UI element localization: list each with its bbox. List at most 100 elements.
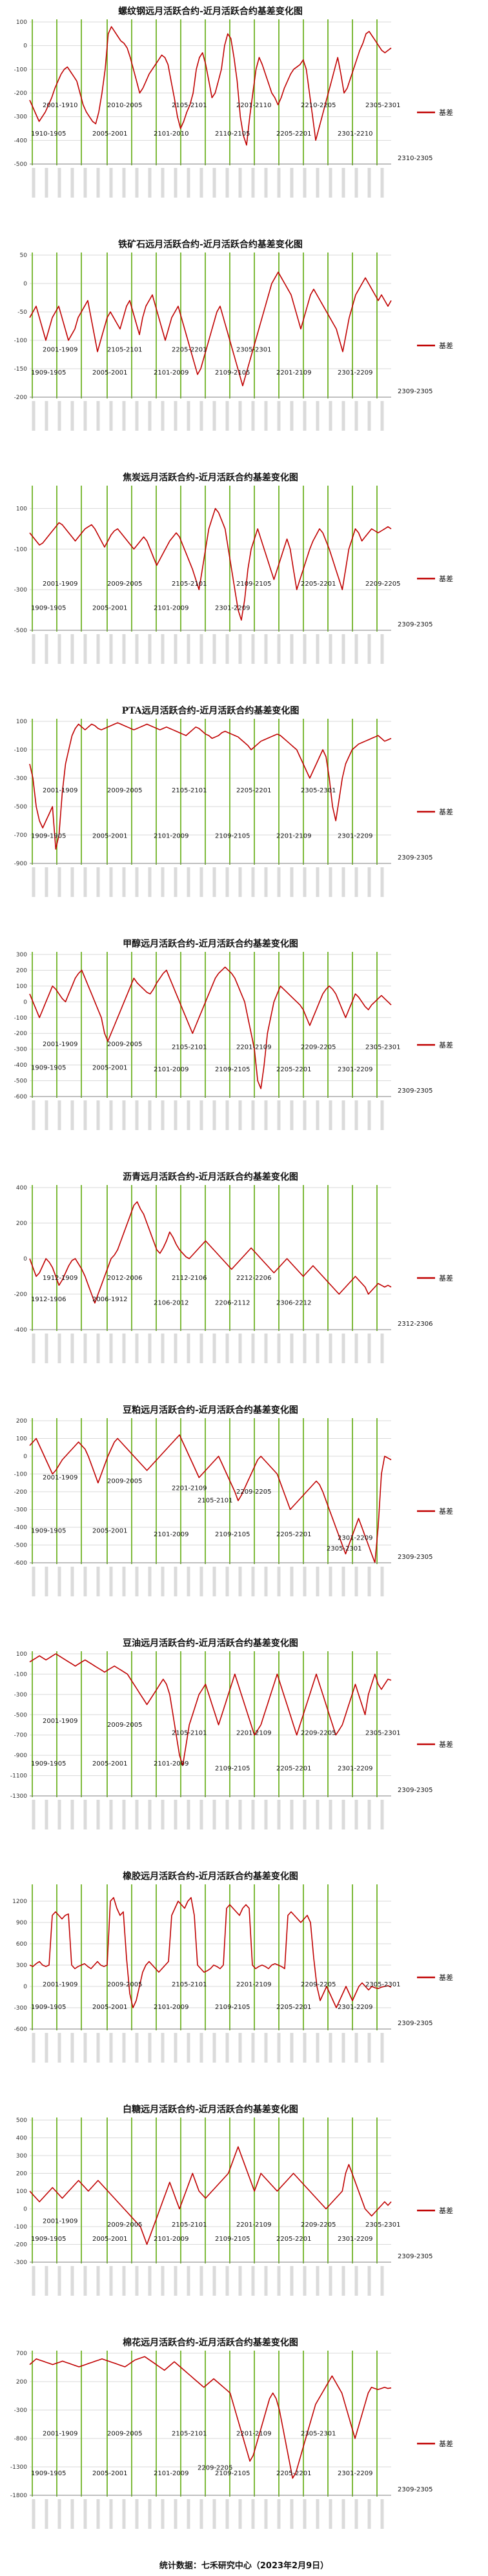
- x-tick-date-mark: [251, 401, 255, 431]
- x-tick-date-mark: [57, 867, 61, 897]
- x-tick-date-mark: [70, 2499, 74, 2529]
- period-label: 2001-1909: [43, 787, 78, 794]
- x-tick-date-mark: [96, 2033, 100, 2063]
- x-tick-date-mark: [45, 168, 48, 198]
- x-tick-date-mark: [70, 401, 74, 431]
- x-tick-date-mark: [212, 1800, 216, 1829]
- chart-svg: 沥青远月活跃合约-近月活跃合约基差变化图 400 200 0 -200 -400 1912-…: [14, 1171, 453, 1363]
- x-tick-date-mark: [83, 2033, 87, 2063]
- period-label: 2205-2201: [301, 581, 336, 588]
- x-tick-date-mark: [199, 2266, 203, 2296]
- x-tick-date-mark: [57, 2033, 61, 2063]
- y-tick-label: -500: [14, 161, 28, 168]
- period-label: 2201-2110: [236, 102, 272, 109]
- y-tick-label: -600: [14, 2026, 28, 2033]
- y-tick-label: -600: [14, 1560, 28, 1567]
- period-label: 2209-2205: [236, 1489, 272, 1496]
- period-label: 2009-2005: [107, 2221, 143, 2229]
- x-tick-date-mark: [303, 1800, 307, 1829]
- x-tick-date-mark: [70, 1567, 74, 1596]
- period-label: 2010-2005: [107, 102, 143, 109]
- x-tick-date-mark: [303, 401, 307, 431]
- chart-svg: 螺纹钢远月活跃合约-近月活跃合约基差变化图 100 0 -100 -200 -300 -40…: [14, 6, 453, 198]
- x-tick-date-mark: [161, 2266, 165, 2296]
- x-tick-date-mark: [148, 1100, 152, 1130]
- x-tick-date-mark: [303, 2033, 307, 2063]
- period-label: 2201-2109: [236, 2431, 272, 2438]
- period-label: 2301-2209: [338, 2236, 373, 2243]
- period-label: 2201-2109: [236, 1981, 272, 1988]
- basis-series-line: [29, 966, 392, 1089]
- x-tick-date-mark: [96, 1567, 100, 1596]
- x-tick-date-mark: [264, 2266, 268, 2296]
- period-label: 2009-2005: [107, 1722, 143, 1729]
- x-tick-date-mark: [122, 1800, 126, 1829]
- x-tick-date-mark: [32, 1334, 36, 1363]
- x-tick-date-mark: [148, 867, 152, 897]
- y-tick-label: -100: [14, 747, 28, 754]
- y-tick-label: 300: [16, 1963, 27, 1969]
- period-label: 2001-1909: [43, 2431, 78, 2438]
- x-tick-date-mark: [380, 1100, 384, 1130]
- x-tick-date-mark: [212, 168, 216, 198]
- y-tick-label: -400: [14, 1327, 28, 1334]
- x-tick-date-mark: [70, 2033, 74, 2063]
- x-tick-date-mark: [57, 168, 61, 198]
- period-label: 1909-1905: [31, 2236, 66, 2243]
- x-tick-date-mark: [277, 168, 281, 198]
- period-label: 2305-2301: [301, 787, 336, 794]
- x-tick-date-mark: [161, 867, 165, 897]
- x-tick-date-mark: [354, 168, 358, 198]
- x-tick-date-mark: [341, 634, 345, 664]
- period-label: 2209-2205: [301, 1044, 336, 1051]
- current-pair-label: 2309-2305: [398, 388, 433, 395]
- chart-title: 焦炭远月活跃合约-近月活跃合约基差变化图: [122, 472, 298, 483]
- x-tick-date-mark: [122, 2499, 126, 2529]
- period-label: 2305-2301: [365, 1730, 401, 1737]
- period-label: 1912-1906: [31, 1296, 66, 1303]
- period-label: 2105-2101: [172, 1730, 207, 1737]
- period-label: 2201-2109: [276, 369, 312, 376]
- x-tick-date-mark: [380, 401, 384, 431]
- basis-series-line: [29, 1653, 392, 1766]
- x-tick-date-mark: [187, 401, 190, 431]
- chart-svg: 甲醇远月活跃合约-近月活跃合约基差变化图 300 200 100 0 -100 -200 -3…: [14, 938, 453, 1130]
- x-tick-date-mark: [32, 2499, 36, 2529]
- x-tick-date-mark: [316, 2499, 320, 2529]
- x-tick-date-mark: [367, 168, 371, 198]
- y-tick-label: 200: [16, 2379, 27, 2385]
- x-tick-date-mark: [238, 2499, 242, 2529]
- period-label: 2105-2101: [198, 1498, 233, 1505]
- period-label: 1909-1905: [31, 369, 66, 376]
- x-tick-date-mark: [380, 2499, 384, 2529]
- x-tick-date-mark: [380, 168, 384, 198]
- x-tick-date-mark: [225, 401, 229, 431]
- period-label: 1909-1905: [31, 1064, 66, 1071]
- y-tick-label: 0: [23, 43, 27, 50]
- x-tick-date-mark: [303, 1100, 307, 1130]
- x-tick-date-mark: [122, 168, 126, 198]
- x-tick-date-mark: [109, 168, 113, 198]
- x-tick-date-mark: [341, 1800, 345, 1829]
- y-tick-label: 400: [16, 2136, 27, 2142]
- x-tick-date-mark: [122, 1100, 126, 1130]
- y-tick-label: -300: [14, 776, 28, 782]
- x-tick-date-mark: [122, 867, 126, 897]
- x-tick-date-mark: [251, 634, 255, 664]
- x-tick-date-mark: [212, 867, 216, 897]
- legend-label: 基差: [439, 1740, 453, 1749]
- x-tick-date-mark: [264, 2033, 268, 2063]
- x-tick-date-mark: [96, 1800, 100, 1829]
- chart-panel: 豆粕远月活跃合约-近月活跃合约基差变化图 200 100 0 -100 -200 -300 -…: [4, 1401, 484, 1634]
- y-tick-label: -900: [14, 1753, 28, 1759]
- y-tick-label: -300: [14, 1507, 28, 1514]
- period-label: 2109-2105: [215, 832, 250, 840]
- period-label: 2109-2105: [215, 2004, 250, 2011]
- period-label: 2109-2105: [215, 1531, 250, 1538]
- x-tick-date-mark: [225, 168, 229, 198]
- x-tick-date-mark: [212, 1567, 216, 1596]
- x-tick-date-mark: [70, 1100, 74, 1130]
- x-tick-date-mark: [277, 1800, 281, 1829]
- y-tick-label: 100: [16, 719, 27, 725]
- x-tick-date-mark: [96, 867, 100, 897]
